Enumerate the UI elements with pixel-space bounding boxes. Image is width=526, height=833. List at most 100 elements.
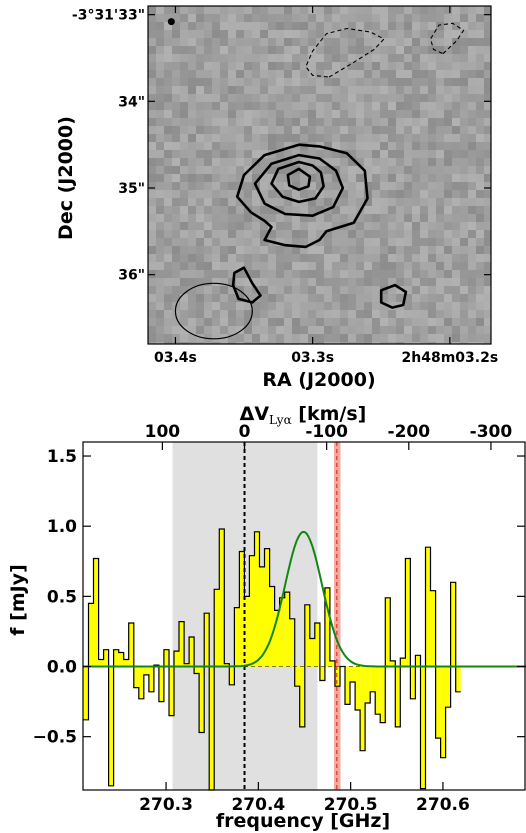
noise-pixel [236, 86, 244, 94]
noise-pixel [220, 342, 228, 344]
noise-pixel [156, 334, 164, 342]
noise-pixel [388, 342, 396, 344]
noise-pixel [244, 182, 252, 190]
noise-pixel [188, 254, 196, 262]
noise-pixel [300, 22, 308, 30]
noise-pixel [364, 318, 372, 326]
noise-pixel [156, 78, 164, 86]
noise-pixel [172, 62, 180, 70]
noise-pixel [188, 286, 196, 294]
noise-pixel [236, 326, 244, 334]
noise-pixel [260, 102, 268, 110]
noise-pixel [180, 6, 188, 14]
noise-pixel [284, 334, 292, 342]
noise-pixel [164, 310, 172, 318]
noise-pixel [172, 190, 180, 198]
noise-pixel [228, 342, 236, 344]
noise-pixel [164, 174, 172, 182]
noise-pixel [388, 270, 396, 278]
noise-pixel [324, 38, 332, 46]
noise-pixel [364, 214, 372, 222]
noise-pixel [372, 14, 380, 22]
noise-pixel [444, 62, 452, 70]
x-tick-label: 270.3 [139, 795, 193, 815]
noise-pixel [348, 110, 356, 118]
noise-pixel [228, 238, 236, 246]
noise-pixel [372, 286, 380, 294]
noise-pixel [396, 326, 404, 334]
noise-pixel [180, 62, 188, 70]
noise-pixel [276, 230, 284, 238]
spectrum-bar [334, 666, 340, 687]
noise-pixel [396, 46, 404, 54]
noise-pixel [396, 118, 404, 126]
noise-pixel [268, 110, 276, 118]
noise-pixel [476, 270, 484, 278]
spectrum-bar [405, 558, 411, 667]
noise-pixel [180, 246, 188, 254]
noise-pixel [196, 214, 204, 222]
noise-pixel [468, 310, 476, 318]
noise-pixel [468, 222, 476, 230]
noise-pixel [412, 134, 420, 142]
noise-pixel [172, 54, 180, 62]
noise-pixel [428, 14, 436, 22]
noise-pixel [340, 30, 348, 38]
noise-pixel [444, 310, 452, 318]
noise-pixel [300, 118, 308, 126]
noise-pixel [388, 86, 396, 94]
noise-pixel [228, 102, 236, 110]
noise-pixel [324, 158, 332, 166]
noise-pixel [428, 254, 436, 262]
noise-pixel [300, 342, 308, 344]
noise-pixel [260, 302, 268, 310]
noise-pixel [468, 294, 476, 302]
noise-pixel [156, 62, 164, 70]
noise-pixel [268, 78, 276, 86]
noise-pixel [348, 214, 356, 222]
noise-pixel [340, 62, 348, 70]
noise-pixel [468, 214, 476, 222]
noise-pixel [452, 206, 460, 214]
noise-pixel [244, 30, 252, 38]
noise-pixel [300, 238, 308, 246]
noise-pixel [404, 302, 412, 310]
contour-dashed [430, 22, 465, 55]
noise-pixel [252, 238, 260, 246]
noise-pixel [236, 158, 244, 166]
noise-pixel [412, 270, 420, 278]
noise-pixel [316, 46, 324, 54]
y-axis-label: Dec (J2000) [55, 116, 77, 240]
noise-pixel [444, 254, 452, 262]
noise-pixel [420, 78, 428, 86]
noise-pixel [212, 334, 220, 342]
noise-pixel [196, 238, 204, 246]
noise-pixel [180, 262, 188, 270]
noise-pixel [172, 14, 180, 22]
noise-pixel [164, 198, 172, 206]
noise-pixel [276, 14, 284, 22]
noise-pixel [220, 174, 228, 182]
noise-pixel [268, 54, 276, 62]
noise-pixel [252, 62, 260, 70]
noise-pixel [220, 94, 228, 102]
noise-pixel [292, 222, 300, 230]
noise-pixel [476, 54, 484, 62]
noise-pixel [260, 166, 268, 174]
noise-pixel [292, 310, 300, 318]
spectrum-bar [319, 666, 325, 681]
noise-pixel [156, 278, 164, 286]
noise-pixel [204, 302, 212, 310]
noise-pixel [244, 54, 252, 62]
noise-pixel [436, 150, 444, 158]
noise-pixel [476, 198, 484, 206]
noise-pixel [412, 174, 420, 182]
noise-pixel [332, 150, 340, 158]
noise-pixel [292, 118, 300, 126]
noise-pixel [348, 342, 356, 344]
noise-pixel [316, 134, 324, 142]
noise-pixel [316, 182, 324, 190]
noise-pixel [412, 6, 420, 14]
spectrum-bar [194, 666, 200, 674]
noise-pixel [468, 262, 476, 270]
